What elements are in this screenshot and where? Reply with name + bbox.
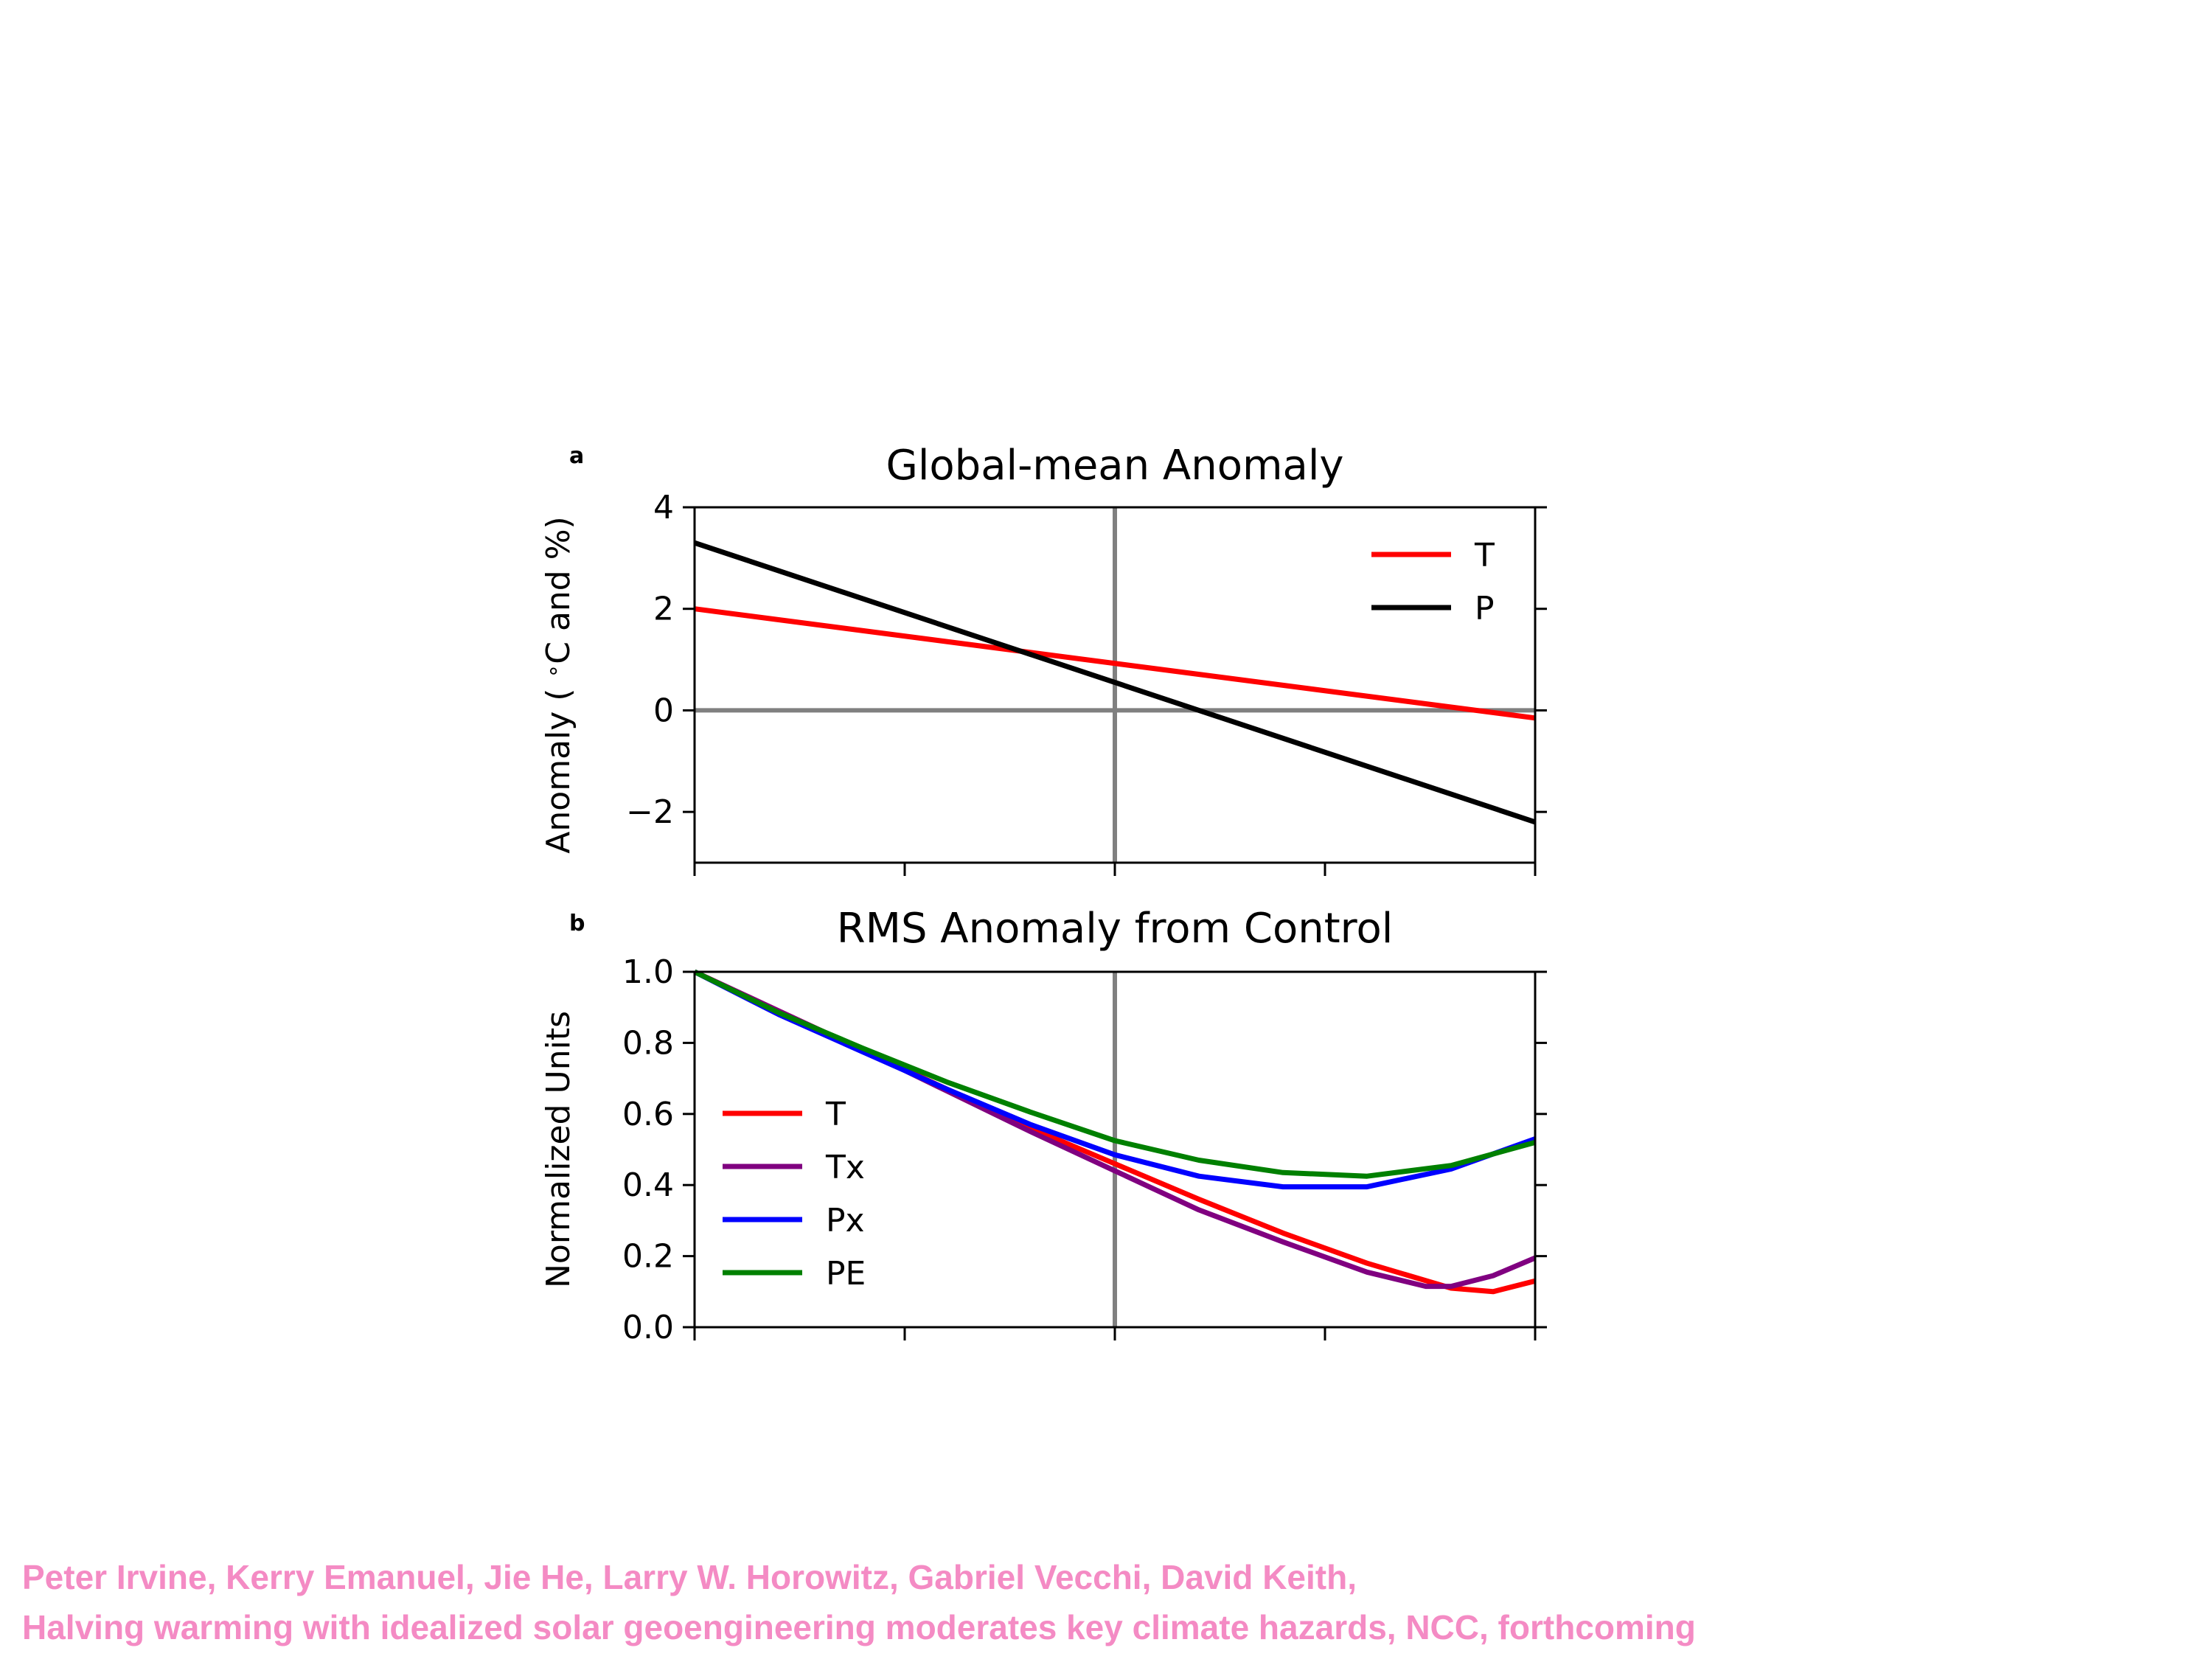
legend-label-t: T: [1474, 537, 1495, 574]
legend-label-pe: PE: [826, 1255, 866, 1293]
y-tick-label: 4: [653, 489, 674, 526]
y-tick-label: 0.0: [622, 1309, 674, 1346]
series-line-px: [693, 969, 1537, 1190]
y-tick-label: 0: [653, 692, 674, 729]
legend-label-px: Px: [826, 1202, 865, 1239]
legend: T Tx Px PE: [723, 1096, 866, 1293]
panel-b: b RMS Anomaly from Control 0.0 0.2 0.4 0.6 0.8…: [540, 905, 1547, 1346]
y-tick-label: 0.6: [622, 1096, 674, 1133]
panel-label: b: [569, 911, 585, 936]
legend: TP: [1371, 537, 1495, 627]
credit-authors: Peter Irvine, Kerry Emanuel, Jie He, Lar…: [22, 1558, 1357, 1596]
series-line-t: [694, 606, 1536, 721]
panel-label: a: [569, 443, 584, 469]
y-tick-label: −2: [626, 793, 674, 831]
y-axis-label: Normalized Units: [540, 1011, 577, 1288]
panel-a: a Global-mean Anomaly −2 0 2 4 Anomaly ( ∘C an…: [540, 442, 1547, 876]
legend-label-tx: Tx: [825, 1149, 865, 1186]
y-tick-label: 0.2: [622, 1238, 674, 1276]
y-tick-label: 2: [653, 591, 674, 628]
y-tick-label: 0.4: [622, 1166, 674, 1204]
chart-title: Global-mean Anomaly: [886, 442, 1343, 490]
credit-title: Halving warming with idealized solar geo…: [22, 1608, 1696, 1646]
chart-title: RMS Anomaly from Control: [837, 905, 1394, 953]
y-tick-label: 0.8: [622, 1024, 674, 1062]
legend-label-t: T: [825, 1096, 846, 1133]
y-axis-label: Anomaly ( ∘C and %): [540, 516, 577, 853]
legend-label-p: P: [1475, 590, 1495, 627]
y-tick-label: 1.0: [622, 953, 674, 991]
series-line-pe: [693, 969, 1536, 1179]
series-line-p: [693, 540, 1537, 825]
